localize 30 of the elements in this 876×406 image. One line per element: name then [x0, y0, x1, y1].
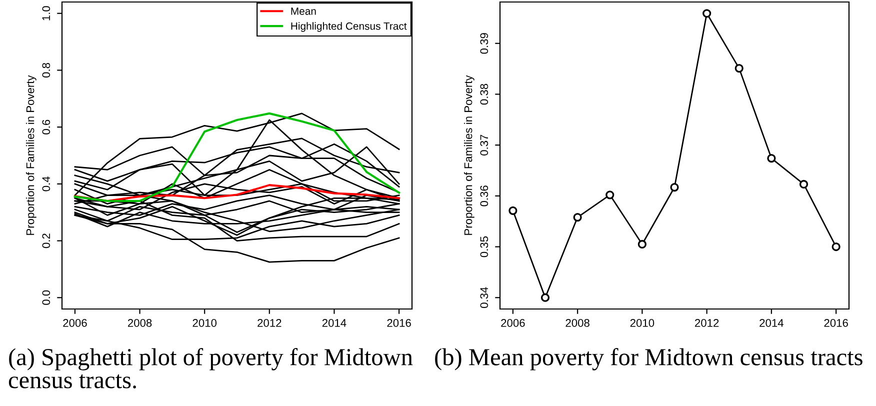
- y-tick-label: 0.37: [480, 134, 488, 156]
- y-tick-label: 0.4: [42, 176, 50, 192]
- y-tick-label: 1.0: [42, 6, 50, 20]
- y-tick-label: 0.6: [42, 120, 50, 134]
- x-tick-label: 2016: [824, 319, 848, 327]
- y-tick-label: 0.34: [480, 287, 488, 308]
- y-tick-label: 0.8: [42, 62, 50, 78]
- y-axis-title: Proportion of Families in Poverty: [26, 75, 36, 235]
- y-tick-label: 0.39: [480, 33, 488, 54]
- x-tick-label: 2016: [387, 319, 411, 327]
- text: (b) Mean poverty for Midtown census tracts: [435, 348, 862, 370]
- x-tick-label: 2010: [192, 319, 217, 327]
- legend-label: Highlighted Census Tract: [291, 22, 407, 32]
- x-tick-label: 2006: [501, 319, 525, 327]
- y-tick-label: 0.38: [480, 84, 488, 105]
- y-tick-label: 0.35: [480, 236, 488, 258]
- x-tick-label: 2014: [760, 319, 784, 327]
- x-tick-label: 2006: [63, 319, 87, 327]
- y-tick-label: 0.36: [480, 186, 488, 206]
- x-tick-label: 2014: [322, 319, 346, 327]
- text: (a) Spaghetti plot of poverty for Midtown census tracts.: [8, 348, 413, 388]
- x-tick-label: 2008: [128, 319, 152, 327]
- y-axis-title: Proportion of Families in Poverty: [464, 75, 474, 235]
- y-tick-label: 0.2: [42, 234, 50, 248]
- legend-label: Mean: [291, 8, 316, 15]
- x-tick-label: 2008: [566, 319, 590, 327]
- x-tick-label: 2012: [695, 319, 719, 327]
- x-tick-label: 2010: [630, 319, 654, 327]
- x-tick-label: 2012: [258, 319, 282, 327]
- y-tick-label: 0.0: [42, 290, 50, 305]
